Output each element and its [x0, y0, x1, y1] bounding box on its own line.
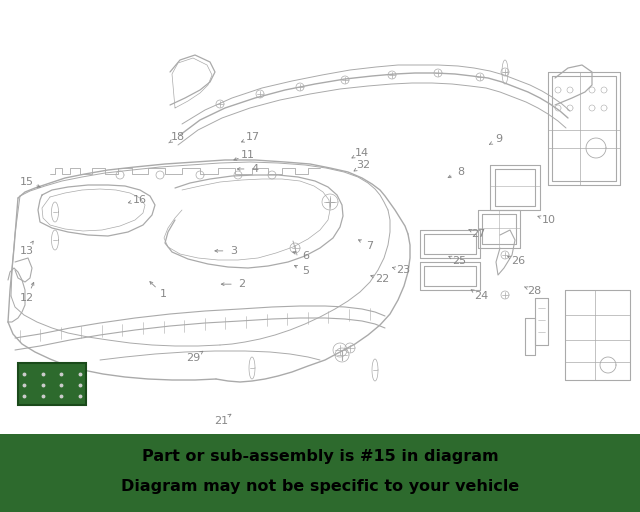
Text: 22: 22: [376, 274, 390, 284]
Text: 10: 10: [542, 215, 556, 225]
Text: 27: 27: [472, 229, 486, 240]
Text: 24: 24: [474, 291, 488, 301]
Text: 23: 23: [396, 265, 410, 275]
Text: Diagram may not be specific to your vehicle: Diagram may not be specific to your vehi…: [121, 479, 519, 494]
Text: 26: 26: [511, 256, 525, 266]
Text: 30: 30: [536, 445, 550, 456]
Text: 32: 32: [356, 160, 371, 170]
Text: 16: 16: [132, 195, 147, 205]
Text: 17: 17: [246, 132, 260, 142]
Text: 5: 5: [303, 266, 309, 276]
Text: 6: 6: [303, 251, 309, 261]
Text: 14: 14: [355, 147, 369, 158]
Text: 18: 18: [171, 132, 185, 142]
Text: 8: 8: [457, 166, 465, 177]
Bar: [18, 363, 86, 405]
Text: 31: 31: [561, 444, 575, 455]
Text: 9: 9: [495, 134, 503, 144]
Bar: [0, 434, 640, 512]
Text: 2: 2: [238, 279, 246, 289]
Text: Part or sub-assembly is #15 in diagram: Part or sub-assembly is #15 in diagram: [141, 450, 499, 464]
Text: 7: 7: [366, 241, 374, 251]
Text: 15: 15: [20, 177, 34, 187]
Text: 12: 12: [20, 293, 34, 303]
Text: 21: 21: [214, 416, 228, 426]
Text: 19: 19: [227, 450, 241, 460]
Text: 25: 25: [452, 256, 467, 266]
Text: 13: 13: [20, 246, 34, 256]
Text: 20: 20: [414, 445, 428, 456]
Text: 1: 1: [160, 289, 166, 300]
Text: 3: 3: [230, 246, 237, 256]
Text: 28: 28: [527, 286, 541, 296]
Text: 4: 4: [251, 164, 259, 174]
Text: 29: 29: [186, 353, 200, 364]
Text: 11: 11: [241, 150, 255, 160]
